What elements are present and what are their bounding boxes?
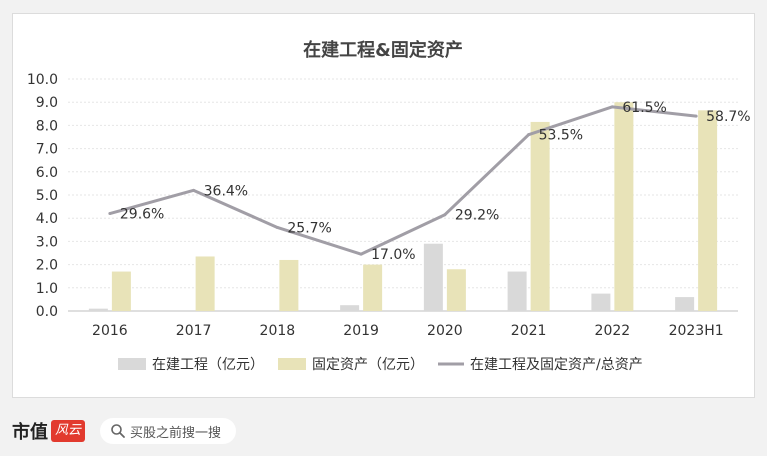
data-label: 17.0% (371, 247, 415, 263)
line-series (109, 105, 697, 256)
bar (698, 110, 718, 311)
bar (279, 259, 299, 311)
bar (195, 256, 215, 311)
x-tick-label: 2021 (511, 323, 547, 339)
data-label: 25.7% (287, 220, 331, 236)
search-icon (111, 424, 125, 438)
legend-label: 在建工程及固定资产/总资产 (470, 357, 643, 373)
line-point (694, 114, 698, 118)
bar (111, 271, 131, 311)
search-placeholder: 买股之前搜一搜 (130, 425, 222, 441)
line-point (443, 213, 447, 217)
y-tick-label: 1.0 (36, 281, 58, 297)
y-tick-label: 8.0 (36, 118, 58, 134)
line-point (610, 105, 614, 109)
x-tick-label: 2020 (427, 323, 463, 339)
line-point (527, 133, 531, 137)
y-tick-label: 2.0 (36, 258, 58, 274)
x-tick-label: 2019 (343, 323, 379, 339)
footer: 市值 风云 买股之前搜一搜 (0, 408, 767, 456)
bar (363, 264, 383, 311)
data-label: 53.5% (539, 128, 583, 144)
x-tick-label: 2023H1 (669, 323, 724, 339)
bar (446, 269, 466, 311)
bar (88, 308, 108, 311)
bar (507, 271, 527, 311)
x-tick-label: 2017 (176, 323, 212, 339)
legend-label: 在建工程（亿元） (152, 357, 264, 373)
x-tick-label: 2022 (595, 323, 631, 339)
x-tick-label: 2018 (260, 323, 296, 339)
y-tick-label: 6.0 (36, 165, 58, 181)
chart-title: 在建工程&固定资产 (303, 39, 463, 61)
y-tick-label: 7.0 (36, 142, 58, 158)
data-label: 36.4% (204, 183, 248, 199)
brand-badge: 风云 (51, 420, 86, 442)
legend-swatch (118, 358, 146, 370)
legend-swatch (278, 358, 306, 370)
line-point (192, 188, 196, 192)
line-point (275, 225, 279, 229)
data-label: 61.5% (622, 100, 666, 116)
bar (530, 121, 550, 311)
x-tick-label: 2016 (92, 323, 128, 339)
data-label: 29.6% (120, 207, 164, 223)
y-tick-label: 4.0 (36, 211, 58, 227)
chart: 在建工程&固定资产 0.0 1.0 2.0 3.0 4.0 5.0 6.0 7.0 8.0 9.0 1… (27, 39, 751, 373)
y-tick-label: 0.0 (36, 304, 58, 320)
line-point (108, 212, 112, 216)
line-point (359, 252, 363, 256)
chart-card: 在建工程&固定资产 0.0 1.0 2.0 3.0 4.0 5.0 6.0 7.0 8.0 9.0 1… (12, 13, 755, 398)
bar (423, 243, 443, 311)
brand-name: 市值 (12, 422, 48, 443)
bar (614, 102, 634, 311)
brand-logo[interactable]: 市值 风云 (12, 418, 86, 444)
y-tick-label: 10.0 (27, 72, 58, 88)
search-box[interactable]: 买股之前搜一搜 (100, 418, 236, 444)
legend-label: 固定资产（亿元） (312, 357, 424, 373)
y-tick-label: 3.0 (36, 234, 58, 250)
bar (591, 293, 611, 311)
bar (675, 297, 695, 311)
data-label: 58.7% (706, 109, 750, 125)
y-tick-label: 5.0 (36, 188, 58, 204)
data-label: 29.2% (455, 208, 499, 224)
bar (340, 305, 360, 311)
y-tick-label: 9.0 (36, 95, 58, 111)
